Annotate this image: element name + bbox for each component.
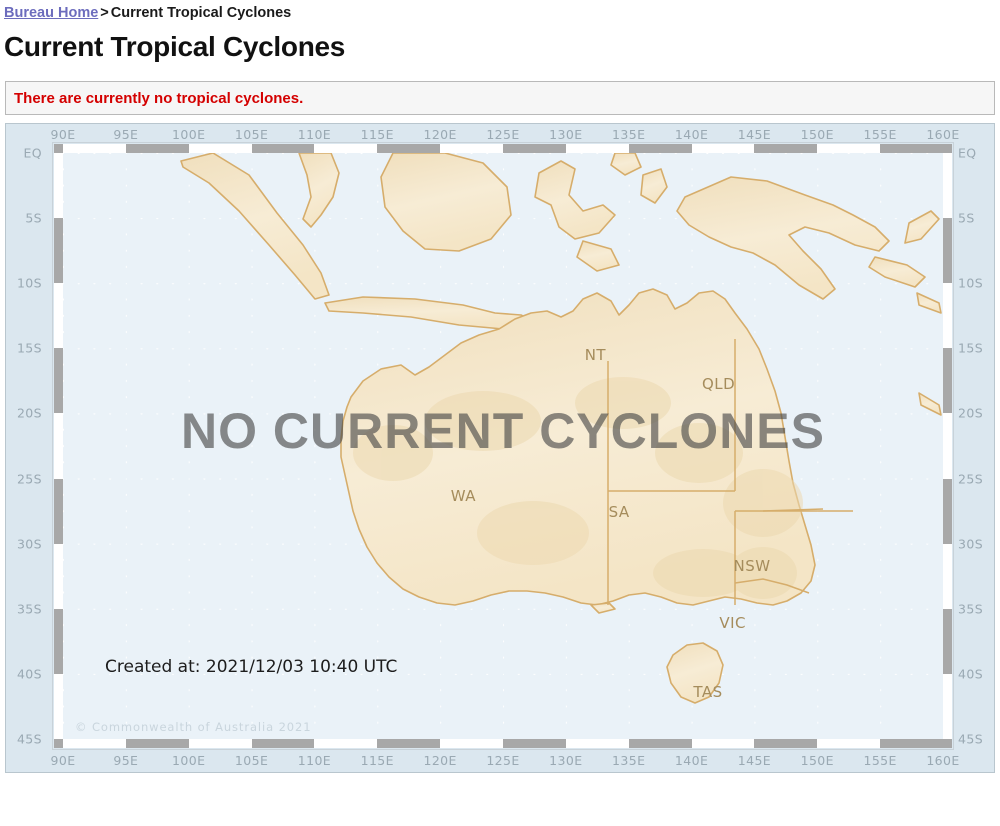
breadcrumb-current: Current Tropical Cyclones: [110, 5, 292, 21]
lon-top-tick: 100E: [172, 127, 206, 142]
longitude-axis-top: 90E 95E 100E 105E 110E 115E 120E 125E 130E 135E 14…: [6, 127, 994, 143]
lat-right-tick: 20S: [958, 405, 984, 421]
latitude-axis-right: EQ 5S 10S 15S 20S 25S 30S 35S 40S 45S: [954, 124, 994, 772]
frame-stripe: [943, 673, 952, 739]
lon-bottom-tick: 130E: [549, 753, 583, 768]
lon-top-tick: 155E: [863, 127, 897, 142]
frame-stripe: [817, 144, 881, 153]
lat-left-tick: 10S: [16, 275, 42, 291]
lon-top-tick: 115E: [360, 127, 394, 142]
lon-bottom-tick: 125E: [486, 753, 520, 768]
latitude-axis-left: EQ 5S 10S 15S 20S 25S 30S 35S 40S 45S: [6, 124, 46, 772]
lon-top-tick: 110E: [297, 127, 332, 142]
longitude-axis-bottom: 90E 95E 100E 105E 110E 115E 120E 125E 130E 135E 14…: [6, 753, 994, 769]
frame-stripe: [314, 739, 378, 748]
state-label-tas: TAS: [693, 683, 723, 702]
frame-stripe: [63, 144, 126, 153]
lat-left-tick: 20S: [16, 405, 42, 421]
lon-bottom-tick: 155E: [863, 753, 897, 768]
status-alert-bar: There are currently no tropical cyclones…: [5, 81, 995, 115]
lat-left-tick: EQ: [23, 145, 42, 161]
lat-right-tick: 15S: [958, 340, 984, 356]
breadcrumb: Bureau Home > Current Tropical Cyclones: [0, 0, 1000, 22]
frame-stripe: [188, 144, 252, 153]
frame-stripe: [440, 739, 503, 748]
lon-bottom-tick: 110E: [297, 753, 332, 768]
lon-bottom-tick: 115E: [360, 753, 394, 768]
lon-top-tick: 140E: [674, 127, 709, 142]
lat-right-tick: 25S: [958, 471, 984, 487]
lon-top-tick: 135E: [612, 127, 646, 142]
frame-stripe: [54, 153, 63, 219]
state-label-vic: VIC: [719, 613, 747, 632]
state-label-wa: WA: [450, 486, 477, 505]
created-at-timestamp: Created at: 2021/12/03 10:40 UTC: [105, 657, 398, 677]
lon-top-tick: 150E: [800, 127, 834, 142]
lat-right-tick: 5S: [958, 210, 975, 226]
frame-stripe: [565, 739, 629, 748]
lon-bottom-tick: 105E: [234, 753, 269, 768]
lon-top-tick: 95E: [113, 127, 139, 142]
state-label-nsw: NSW: [733, 557, 771, 576]
lat-right-tick: EQ: [958, 145, 977, 161]
breadcrumb-link-bureau-home[interactable]: Bureau Home: [4, 5, 99, 21]
lat-right-tick: 40S: [958, 666, 984, 682]
lat-right-tick: 10S: [958, 275, 984, 291]
frame-stripe: [691, 144, 755, 153]
frame-stripe: [440, 144, 503, 153]
lon-bottom-tick: 120E: [423, 753, 457, 768]
frame-stripe: [691, 739, 755, 748]
breadcrumb-separator: >: [100, 5, 109, 21]
lat-left-tick: 40S: [16, 666, 42, 682]
frame-stripe: [54, 543, 63, 609]
page-title: Current Tropical Cyclones: [4, 31, 346, 62]
state-label-nt: NT: [584, 346, 607, 365]
lat-left-tick: 30S: [16, 536, 42, 552]
frame-stripe: [565, 144, 629, 153]
frame-stripe: [63, 739, 126, 748]
frame-stripe: [54, 673, 63, 739]
lon-top-tick: 145E: [737, 127, 772, 142]
lon-bottom-tick: 145E: [737, 753, 772, 768]
lon-top-tick: 90E: [50, 127, 76, 142]
lon-bottom-tick: 150E: [800, 753, 834, 768]
lon-bottom-tick: 100E: [172, 753, 206, 768]
lat-right-tick: 45S: [958, 731, 984, 747]
lat-left-tick: 45S: [16, 731, 42, 747]
lon-top-tick: 105E: [234, 127, 269, 142]
cyclone-map-panel: 90E 95E 100E 105E 110E 115E 120E 125E 130E 135E 14…: [5, 123, 995, 773]
lat-right-tick: 30S: [958, 536, 984, 552]
map-frame: NT QLD WA SA NSW VIC TAS NO CURRENT CYCL…: [52, 142, 954, 750]
lat-right-tick: 35S: [958, 601, 984, 617]
frame-stripe: [54, 283, 63, 349]
state-label-qld: QLD: [701, 375, 736, 394]
frame-stripe: [314, 144, 378, 153]
map-graphic: [63, 153, 943, 739]
lat-left-tick: 5S: [25, 210, 42, 226]
lon-top-tick: 125E: [486, 127, 520, 142]
no-cyclones-overlay-text: NO CURRENT CYCLONES: [180, 403, 826, 460]
lat-left-tick: 35S: [16, 601, 42, 617]
lat-left-tick: 25S: [16, 471, 42, 487]
status-alert-text: There are currently no tropical cyclones…: [14, 89, 304, 107]
lon-bottom-tick: 90E: [50, 753, 76, 768]
frame-stripe: [943, 413, 952, 479]
lon-top-tick: 120E: [423, 127, 457, 142]
lon-bottom-tick: 140E: [674, 753, 709, 768]
frame-stripe: [817, 739, 881, 748]
lon-bottom-tick: 95E: [113, 753, 139, 768]
lon-bottom-tick: 160E: [926, 753, 960, 768]
lon-bottom-tick: 135E: [612, 753, 646, 768]
frame-stripe: [943, 283, 952, 349]
frame-stripe: [54, 413, 63, 479]
lon-top-tick: 130E: [549, 127, 583, 142]
lat-left-tick: 15S: [16, 340, 42, 356]
frame-stripe: [943, 543, 952, 609]
lon-top-tick: 160E: [926, 127, 960, 142]
state-label-sa: SA: [608, 503, 630, 522]
map-canvas[interactable]: NT QLD WA SA NSW VIC TAS NO CURRENT CYCL…: [63, 153, 943, 739]
frame-stripe: [943, 153, 952, 219]
frame-stripe: [188, 739, 252, 748]
copyright-notice: © Commonwealth of Australia 2021: [75, 720, 312, 734]
